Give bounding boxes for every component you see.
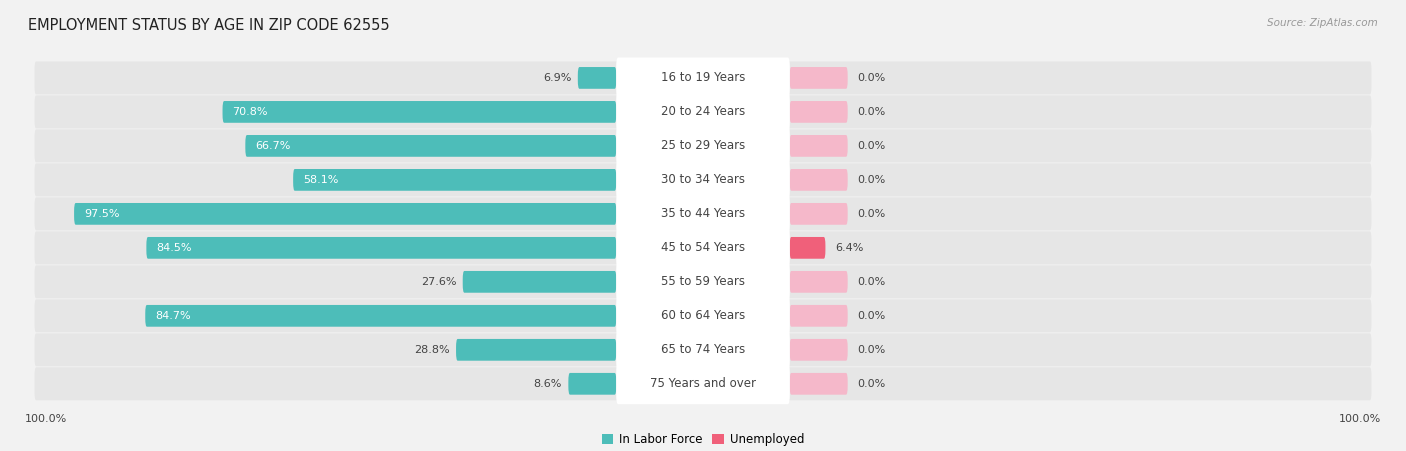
Text: 66.7%: 66.7% bbox=[254, 141, 291, 151]
Text: 0.0%: 0.0% bbox=[858, 107, 886, 117]
Text: 0.0%: 0.0% bbox=[858, 175, 886, 185]
FancyBboxPatch shape bbox=[616, 58, 790, 98]
Text: 20 to 24 Years: 20 to 24 Years bbox=[661, 106, 745, 119]
FancyBboxPatch shape bbox=[616, 125, 790, 166]
FancyBboxPatch shape bbox=[568, 373, 616, 395]
FancyBboxPatch shape bbox=[616, 227, 790, 268]
FancyBboxPatch shape bbox=[616, 364, 790, 404]
Text: 27.6%: 27.6% bbox=[420, 277, 457, 287]
Text: 0.0%: 0.0% bbox=[858, 311, 886, 321]
FancyBboxPatch shape bbox=[35, 96, 1371, 129]
Text: 6.4%: 6.4% bbox=[835, 243, 863, 253]
FancyBboxPatch shape bbox=[292, 169, 616, 191]
FancyBboxPatch shape bbox=[146, 237, 616, 259]
FancyBboxPatch shape bbox=[35, 231, 1371, 264]
Text: 55 to 59 Years: 55 to 59 Years bbox=[661, 276, 745, 288]
Text: 35 to 44 Years: 35 to 44 Years bbox=[661, 207, 745, 221]
FancyBboxPatch shape bbox=[245, 135, 616, 157]
Text: 16 to 19 Years: 16 to 19 Years bbox=[661, 71, 745, 84]
FancyBboxPatch shape bbox=[463, 271, 616, 293]
FancyBboxPatch shape bbox=[35, 299, 1371, 332]
FancyBboxPatch shape bbox=[616, 329, 790, 370]
FancyBboxPatch shape bbox=[616, 295, 790, 336]
FancyBboxPatch shape bbox=[35, 163, 1371, 196]
Text: Source: ZipAtlas.com: Source: ZipAtlas.com bbox=[1267, 18, 1378, 28]
FancyBboxPatch shape bbox=[616, 160, 790, 200]
Text: 97.5%: 97.5% bbox=[84, 209, 120, 219]
FancyBboxPatch shape bbox=[145, 305, 616, 327]
FancyBboxPatch shape bbox=[456, 339, 616, 361]
Text: EMPLOYMENT STATUS BY AGE IN ZIP CODE 62555: EMPLOYMENT STATUS BY AGE IN ZIP CODE 625… bbox=[28, 18, 389, 33]
Text: 28.8%: 28.8% bbox=[413, 345, 450, 355]
Text: 0.0%: 0.0% bbox=[858, 277, 886, 287]
Text: 84.5%: 84.5% bbox=[156, 243, 191, 253]
FancyBboxPatch shape bbox=[790, 203, 848, 225]
FancyBboxPatch shape bbox=[35, 129, 1371, 162]
FancyBboxPatch shape bbox=[35, 61, 1371, 94]
Text: 65 to 74 Years: 65 to 74 Years bbox=[661, 343, 745, 356]
FancyBboxPatch shape bbox=[790, 67, 848, 89]
FancyBboxPatch shape bbox=[790, 373, 848, 395]
Text: 60 to 64 Years: 60 to 64 Years bbox=[661, 309, 745, 322]
Text: 0.0%: 0.0% bbox=[858, 379, 886, 389]
Text: 100.0%: 100.0% bbox=[1339, 414, 1381, 424]
Text: 58.1%: 58.1% bbox=[302, 175, 339, 185]
FancyBboxPatch shape bbox=[790, 135, 848, 157]
FancyBboxPatch shape bbox=[790, 237, 825, 259]
FancyBboxPatch shape bbox=[790, 271, 848, 293]
Text: 0.0%: 0.0% bbox=[858, 209, 886, 219]
FancyBboxPatch shape bbox=[35, 367, 1371, 400]
FancyBboxPatch shape bbox=[616, 262, 790, 302]
Text: 70.8%: 70.8% bbox=[232, 107, 267, 117]
FancyBboxPatch shape bbox=[35, 333, 1371, 366]
FancyBboxPatch shape bbox=[790, 339, 848, 361]
FancyBboxPatch shape bbox=[75, 203, 616, 225]
FancyBboxPatch shape bbox=[35, 198, 1371, 230]
FancyBboxPatch shape bbox=[222, 101, 616, 123]
FancyBboxPatch shape bbox=[616, 193, 790, 234]
FancyBboxPatch shape bbox=[790, 101, 848, 123]
Text: 0.0%: 0.0% bbox=[858, 345, 886, 355]
FancyBboxPatch shape bbox=[790, 169, 848, 191]
Text: 75 Years and over: 75 Years and over bbox=[650, 377, 756, 390]
Text: 30 to 34 Years: 30 to 34 Years bbox=[661, 173, 745, 186]
Text: 100.0%: 100.0% bbox=[25, 414, 67, 424]
Text: 45 to 54 Years: 45 to 54 Years bbox=[661, 241, 745, 254]
FancyBboxPatch shape bbox=[790, 305, 848, 327]
Text: 6.9%: 6.9% bbox=[543, 73, 571, 83]
Text: 25 to 29 Years: 25 to 29 Years bbox=[661, 139, 745, 152]
FancyBboxPatch shape bbox=[578, 67, 616, 89]
Text: 8.6%: 8.6% bbox=[534, 379, 562, 389]
Text: 0.0%: 0.0% bbox=[858, 141, 886, 151]
Text: 0.0%: 0.0% bbox=[858, 73, 886, 83]
Text: 84.7%: 84.7% bbox=[155, 311, 191, 321]
FancyBboxPatch shape bbox=[616, 92, 790, 132]
FancyBboxPatch shape bbox=[35, 265, 1371, 298]
Legend: In Labor Force, Unemployed: In Labor Force, Unemployed bbox=[602, 433, 804, 446]
